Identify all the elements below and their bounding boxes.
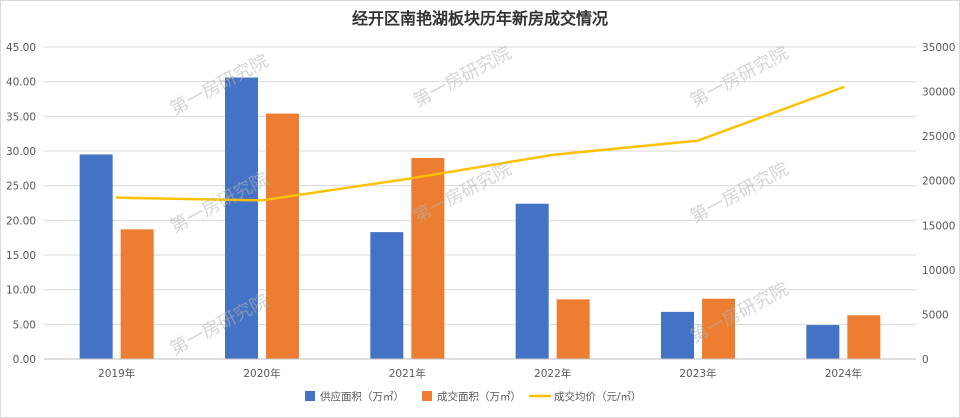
supply-bar — [661, 311, 694, 359]
right-tick-label: 0 — [922, 354, 929, 366]
left-axis: 0.00 5.00 10.00 15.00 20.00 25.00 30.00 35.00 40… — [6, 42, 36, 366]
x-tick-label: 2023年 — [679, 367, 716, 380]
x-tick-label: 2021年 — [389, 367, 426, 380]
supply-bar — [225, 77, 258, 360]
left-tick-label: 20.00 — [6, 215, 36, 227]
x-tick-label: 2019年 — [98, 367, 135, 380]
right-tick-label: 30000 — [922, 87, 955, 99]
deal-bar — [556, 299, 590, 359]
left-tick-label: 10.00 — [6, 285, 36, 297]
left-tick-label: 35.00 — [6, 111, 36, 123]
right-tick-label: 5000 — [922, 309, 949, 321]
x-tick-label: 2024年 — [825, 367, 862, 380]
x-tick-label: 2020年 — [243, 367, 280, 380]
left-tick-label: 5.00 — [13, 319, 36, 331]
left-tick-label: 15.00 — [6, 250, 36, 262]
deal-bar — [411, 157, 445, 359]
supply-bar — [806, 325, 840, 359]
deal-bar — [266, 113, 299, 359]
supply-bar — [79, 154, 113, 359]
left-tick-label: 40.00 — [6, 77, 36, 89]
chart-title: 经开区南艳湖板块历年新房成交情况 — [352, 9, 608, 28]
watermark-text: 第一房研究院 — [687, 159, 792, 228]
supply-bar — [515, 203, 549, 359]
legend-deal-label: 成交面积（万㎡） — [437, 390, 521, 403]
bars — [79, 77, 881, 360]
deal-bar — [702, 298, 735, 359]
right-tick-label: 20000 — [922, 176, 955, 188]
left-tick-label: 45.00 — [6, 42, 36, 54]
price-line — [115, 85, 845, 202]
left-tick-label: 0.00 — [13, 354, 36, 366]
left-tick-label: 25.00 — [6, 181, 36, 193]
right-tick-label: 25000 — [922, 131, 955, 143]
gridlines — [44, 46, 916, 360]
legend: 供应面积（万㎡） 成交面积（万㎡） 成交均价（元/㎡） — [305, 390, 642, 403]
watermark-text: 第一房研究院 — [410, 43, 515, 112]
x-tick-label: 2022年 — [534, 367, 571, 380]
x-axis: 2019年 2020年 2021年 2022年 2023年 2024年 — [44, 358, 916, 380]
deal-bar — [847, 315, 881, 359]
legend-supply-swatch — [305, 391, 315, 401]
legend-deal-swatch — [422, 391, 432, 401]
legend-supply-label: 供应面积（万㎡） — [320, 390, 404, 403]
right-tick-label: 15000 — [922, 220, 955, 232]
right-tick-label: 10000 — [922, 265, 955, 277]
price-line-path — [115, 85, 845, 202]
legend-price-label: 成交均价（元/㎡） — [554, 390, 642, 403]
watermark-text: 第一房研究院 — [687, 43, 792, 112]
left-tick-label: 30.00 — [6, 146, 36, 158]
supply-bar — [370, 232, 404, 359]
right-tick-label: 35000 — [922, 42, 955, 54]
deal-bar — [120, 229, 154, 359]
right-axis: 0 5000 10000 15000 20000 25000 30000 35000 — [922, 42, 955, 366]
